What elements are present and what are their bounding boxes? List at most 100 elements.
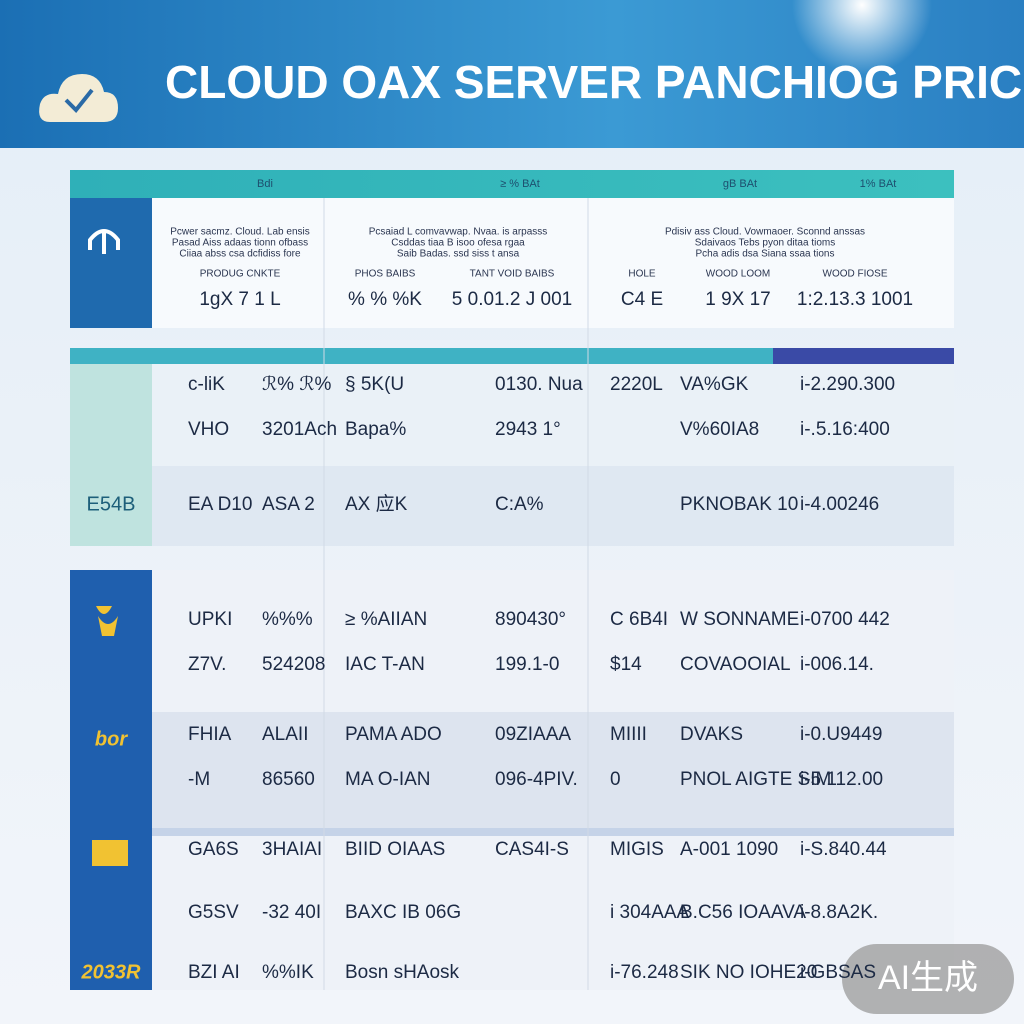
table-cell: i-5.112.00	[800, 769, 883, 790]
column-header: Bdi	[257, 178, 273, 190]
table-cell: %%IK	[262, 962, 314, 983]
plan-description: Csddas tiaa B isoo ofesa rgaa	[391, 238, 525, 249]
table-cell: GA6S	[188, 839, 239, 860]
plan-row	[70, 198, 954, 328]
table-cell: ℛ% ℛ%	[262, 374, 331, 395]
table-cell: -M	[188, 769, 210, 790]
table-cell: 3HAIAI	[262, 839, 322, 860]
price: 5 0.01.2 J 001	[452, 289, 572, 310]
side-label: E54B	[87, 493, 136, 515]
side-column	[70, 198, 152, 328]
table-cell: FHIA	[188, 724, 232, 745]
side-label: bor	[95, 728, 128, 750]
table-cell: B.C56 IOAAVA	[680, 902, 806, 923]
table-cell: EA D10	[188, 494, 252, 515]
plan-description: Pcsaiad L comvavwap. Nvaa. is arpasss	[369, 227, 548, 238]
table-cell: AX 应K	[345, 493, 408, 515]
table-cell: i-8.8A2K.	[800, 902, 878, 923]
table-cell: c-liK	[188, 374, 225, 395]
price-label: HOLE	[628, 269, 656, 280]
price: C4 E	[621, 289, 663, 310]
grid-icon	[92, 840, 128, 866]
table-cell: 524208	[262, 654, 325, 675]
table-cell: MA O-IAN	[345, 769, 431, 790]
table-cell: BAXC IB 06G	[345, 902, 461, 923]
price: % % %K	[348, 289, 422, 310]
watermark: AI生成	[878, 959, 978, 997]
table-cell: UPKI	[188, 609, 232, 630]
price-label: PRODUG CNKTE	[200, 269, 281, 280]
table-cell: § 5K(U	[345, 374, 404, 395]
price-label: PHOS BAIBS	[355, 269, 416, 280]
column-header-bar	[70, 170, 954, 198]
table-cell: i-76.248	[610, 962, 679, 983]
server-icon	[88, 229, 120, 254]
price: 1:2.13.3 1001	[797, 289, 913, 310]
table-cell: ALAII	[262, 724, 308, 745]
column-dividers	[323, 198, 589, 990]
table-cell: PKNOBAK 10	[680, 494, 798, 515]
plan-description: Pcwer sacmz. Cloud. Lab ensis	[170, 227, 310, 238]
price-label: WOOD FIOSE	[823, 269, 888, 280]
column-header: ≥ % BAt	[500, 178, 540, 190]
table-cell: MIIII	[610, 724, 647, 745]
price-label: TANT VOID BAIBS	[470, 269, 555, 280]
table-cell: 0	[610, 769, 621, 790]
table-cell: ≥ %AIIAN	[345, 609, 427, 630]
table-cell: VA%GK	[680, 374, 749, 395]
plan-description: Pdisiv ass Cloud. Vowmaoer. Sconnd anssa…	[665, 227, 865, 238]
table-cell: C:A%	[495, 494, 544, 515]
side-column	[70, 364, 152, 546]
table-cell: PAMA ADO	[345, 724, 442, 745]
table-cell: i-0.U9449	[800, 724, 882, 745]
table-cell: i-2.290.300	[800, 374, 895, 395]
table-cell: 096-4PIV.	[495, 769, 578, 790]
table-cell: %%%	[262, 609, 313, 630]
table-cell: V%60IA8	[680, 419, 759, 440]
table-cell: i-GBSAS	[800, 962, 876, 983]
table-cell: COVAOOIAL	[680, 654, 791, 675]
table-cell: i-.5.16:400	[800, 419, 890, 440]
side-label: 2033R	[81, 961, 141, 983]
table-cell: 86560	[262, 769, 315, 790]
check-icon	[64, 88, 94, 113]
column-header: 1% BAt	[860, 178, 897, 190]
table-cell: 890430°	[495, 609, 566, 630]
table-cell: Z7V.	[188, 654, 226, 675]
price-label: WOOD LOOM	[706, 269, 770, 280]
table-cell: VHO	[188, 419, 229, 440]
side-column	[70, 570, 152, 990]
price: 1 9X 17	[705, 289, 771, 310]
plan-description: Pcha adis dsa Siana ssaa tions	[696, 249, 835, 260]
table-cell: BIID OIAAS	[345, 839, 445, 860]
table-cell: i-4.00246	[800, 494, 879, 515]
watermark-badge	[842, 944, 1014, 1014]
table-cell: -32 40I	[262, 902, 321, 923]
trophy-icon	[96, 606, 118, 636]
table-cell: CAS4I-S	[495, 839, 569, 860]
plan-description: Sdaivaos Tebs pyon ditaa tioms	[695, 238, 835, 249]
table-cell: PNOL AIGTE SIM	[680, 769, 831, 790]
strip	[70, 348, 954, 364]
column-header: gB BAt	[723, 178, 757, 190]
plan-description: Saib Badas. ssd siss t ansa	[397, 249, 520, 260]
price: 1gX 7 1 L	[199, 289, 280, 310]
table-cell: 2220L	[610, 374, 663, 395]
table-cell: i 304AAA	[610, 902, 690, 923]
table-cell: i-0700 442	[800, 609, 890, 630]
table-cell: DVAKS	[680, 724, 743, 745]
table-cell: 199.1-0	[495, 654, 559, 675]
table-cell: SIK NO IOHE20	[680, 962, 817, 983]
table-cell: W SONNAME	[680, 609, 799, 630]
table-cell: 09ZIAAA	[495, 724, 571, 745]
table-cell: i-S.840.44	[800, 839, 887, 860]
row-band	[152, 466, 954, 546]
table-cell: C 6B4I	[610, 609, 668, 630]
table-cell: A-001 1090	[680, 839, 778, 860]
cloud-icon	[39, 74, 118, 122]
table-cell: MIGIS	[610, 839, 664, 860]
table-cell: BZI AI	[188, 962, 240, 983]
table-cell: G5SV	[188, 902, 239, 923]
